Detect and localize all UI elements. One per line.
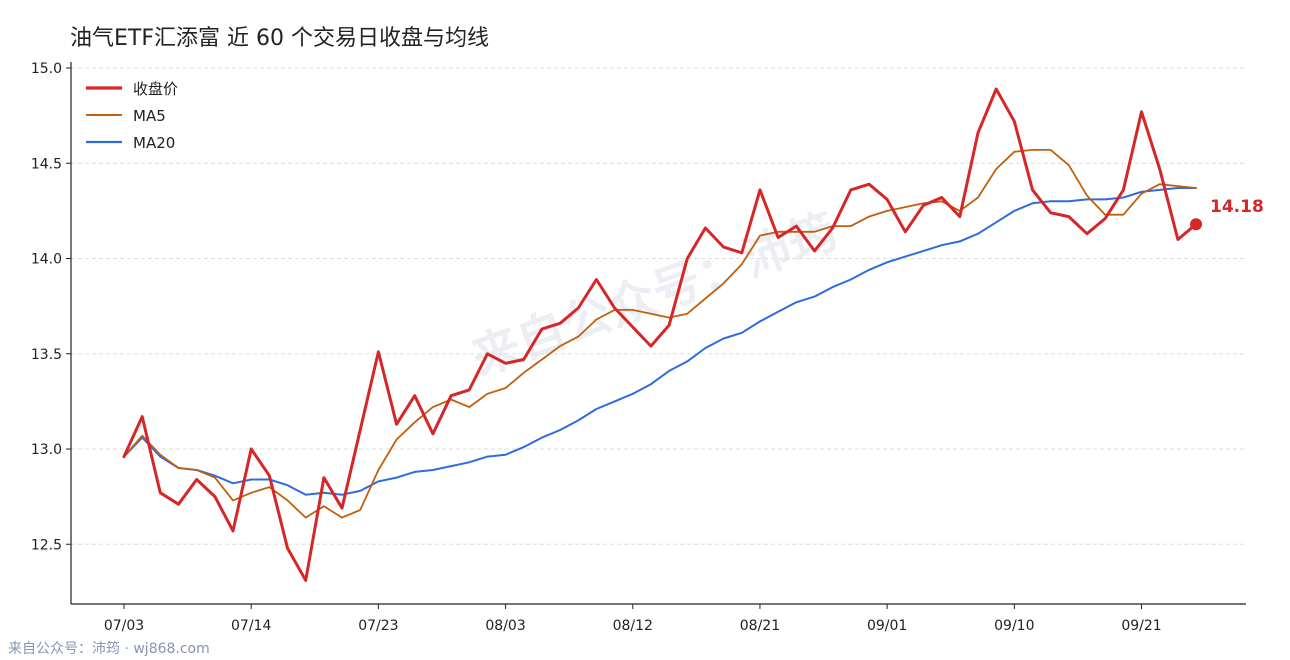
footer-credit: 来自公众号：沛筠 · wj868.com: [8, 641, 210, 657]
y-tick-label: 13.0: [31, 442, 62, 458]
x-tick-label: 09/01: [867, 618, 907, 634]
x-tick-label: 07/14: [231, 618, 271, 634]
legend-label-ma5: MA5: [133, 107, 166, 125]
series-line-close: [122, 87, 1198, 582]
legend-label-close: 收盘价: [133, 80, 178, 98]
last-value-label: 14.18: [1210, 197, 1264, 217]
y-tick-label: 14.5: [31, 156, 62, 172]
y-tick-label: 14.0: [31, 252, 62, 268]
x-tick-label: 08/21: [740, 618, 780, 634]
y-tick-label: 13.5: [31, 347, 62, 363]
y-tick-label: 12.5: [31, 537, 62, 553]
legend-label-ma20: MA20: [133, 134, 175, 152]
x-tick-label: 07/23: [358, 618, 398, 634]
x-tick-label: 09/21: [1121, 618, 1161, 634]
series-line-ma5: [123, 148, 1197, 519]
x-tick-label: 07/03: [104, 618, 144, 634]
series-line-ma20: [123, 187, 1197, 496]
x-tick-label: 09/10: [994, 618, 1034, 634]
x-tick-label: 08/12: [613, 618, 653, 634]
x-tick-label: 08/03: [485, 618, 525, 634]
y-tick-label: 15.0: [31, 61, 62, 77]
chart-title: 油气ETF汇添富 近 60 个交易日收盘与均线: [70, 26, 489, 51]
last-point-marker: [1190, 218, 1203, 231]
